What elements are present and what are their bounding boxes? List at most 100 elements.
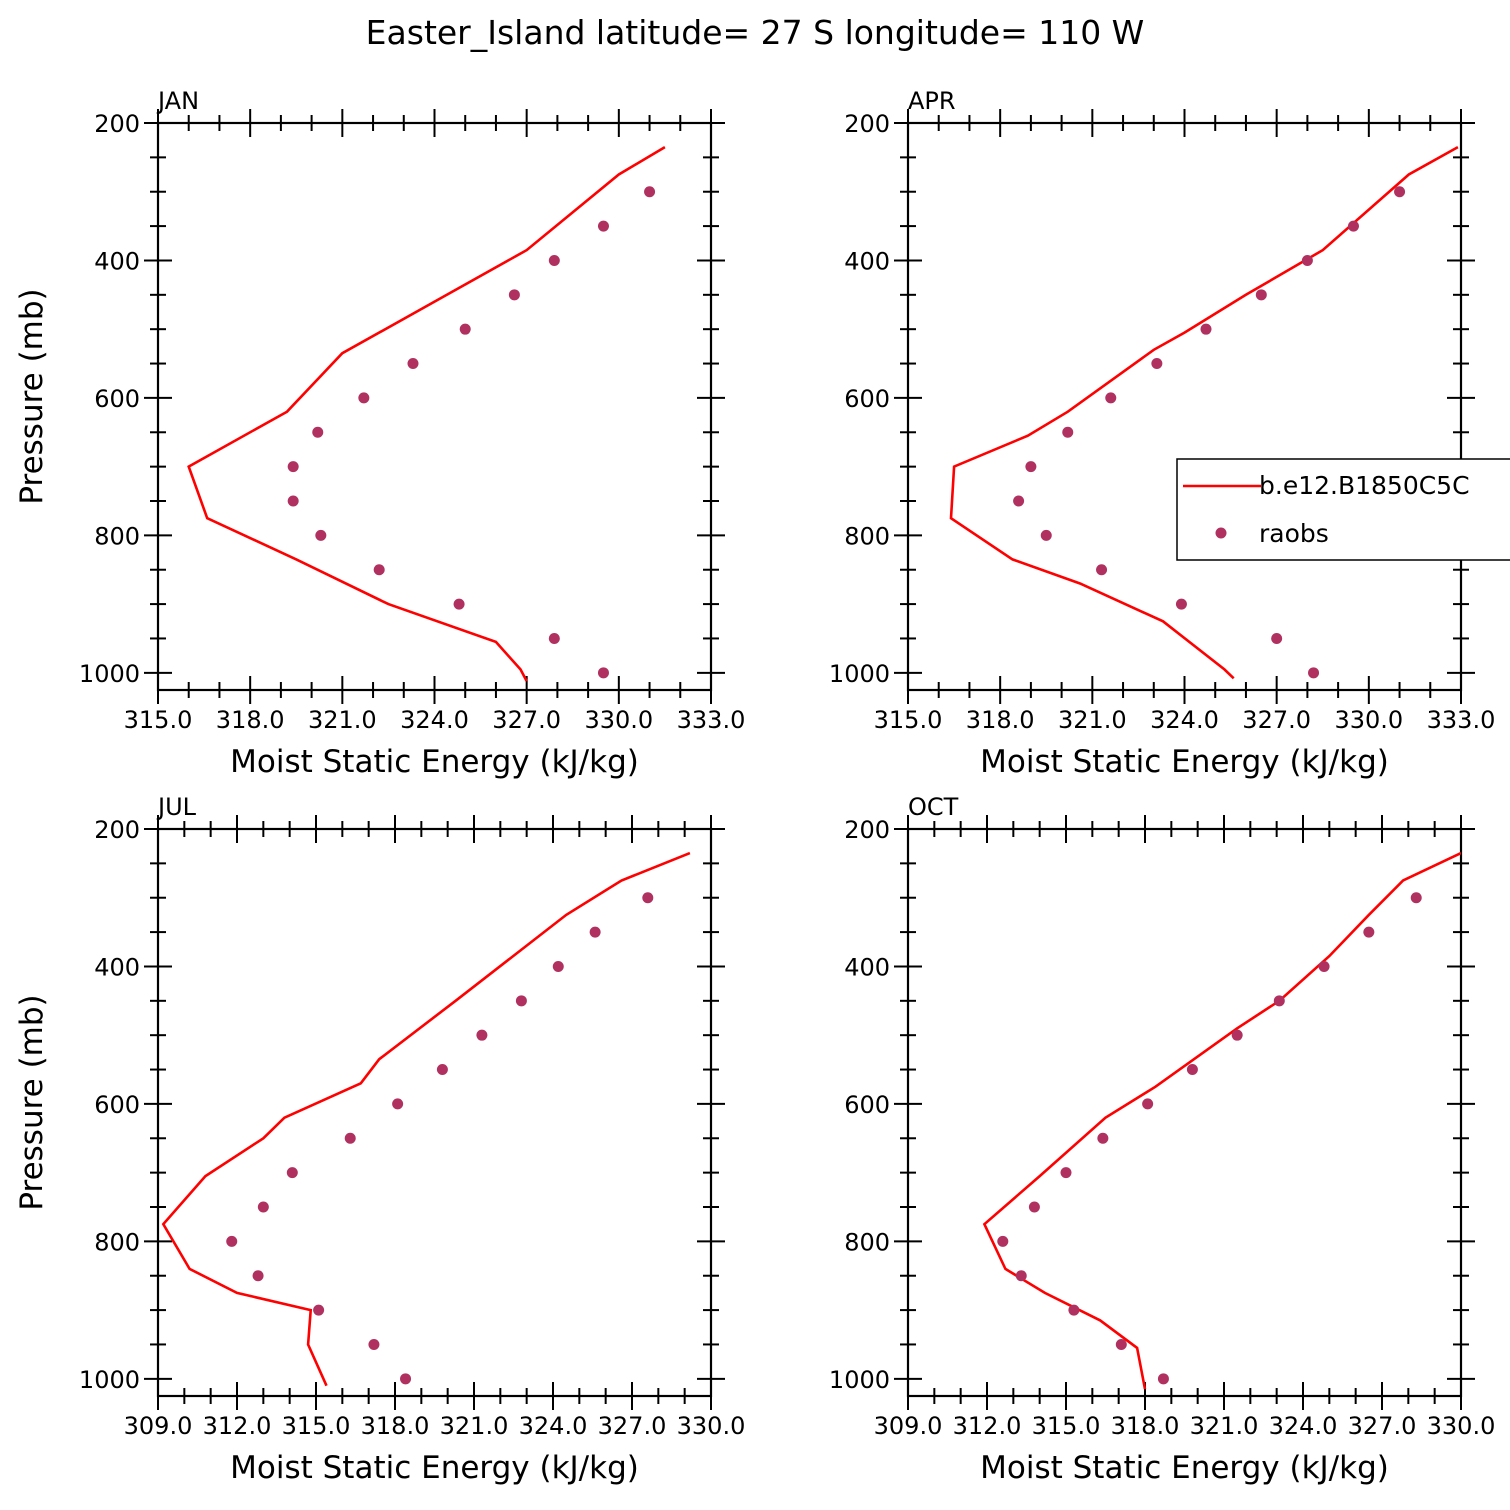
raobs-point: [548, 632, 560, 644]
series-line-model: [949, 145, 1459, 680]
x-ticks: 315.0 318.0 321.0 324.0 327.0 330.0 333.0: [874, 109, 1496, 734]
x-tick-label: 330.0: [677, 1412, 746, 1440]
raobs-point: [1105, 392, 1117, 404]
raobs-point: [508, 289, 520, 301]
x-tick-label: 315.0: [282, 1412, 351, 1440]
raobs-point: [313, 1304, 325, 1316]
y-ticks: 200 400 600 800 1000: [829, 816, 1475, 1394]
panels: 200 400 600 800 1000 315.0 318.0 321.0 324.0 327.…: [14, 87, 1495, 1486]
raobs-point: [1363, 926, 1375, 938]
raobs-point: [1040, 529, 1052, 541]
raobs-point: [1013, 495, 1025, 507]
plot-frame: [906, 827, 1463, 1398]
y-tick-label: 800: [844, 522, 890, 550]
x-ticks: 309.0 312.0 315.0 318.0 321.0 324.0 327.0 330.0: [874, 815, 1495, 1440]
x-tick-label: 327.0: [492, 706, 561, 734]
raobs-point: [1151, 358, 1163, 370]
y-ticks: 200 400 600 800 1000: [79, 110, 725, 688]
raobs-point: [515, 995, 527, 1007]
raobs-point: [1097, 1132, 1109, 1144]
x-tick-label: 327.0: [1348, 1412, 1417, 1440]
y-tick-label: 200: [844, 110, 890, 138]
y-ticks: 200 400 600 800 1000: [829, 110, 1475, 688]
y-tick-label: 1000: [79, 1366, 140, 1394]
y-tick-label: 400: [844, 953, 890, 981]
series-points-raobs: [997, 892, 1422, 1385]
y-tick-label: 1000: [829, 660, 890, 688]
raobs-point: [589, 926, 601, 938]
series-points-raobs: [1013, 186, 1406, 679]
y-tick-label: 1000: [829, 1366, 890, 1394]
series-points-raobs: [226, 892, 654, 1385]
x-tick-label: 315.0: [124, 706, 193, 734]
raobs-point: [1175, 598, 1187, 610]
raobs-point: [287, 461, 299, 473]
raobs-point: [476, 1029, 488, 1041]
panel-jan: 200 400 600 800 1000 315.0 318.0 321.0 324.0 327.…: [14, 87, 745, 780]
x-tick-label: 324.0: [400, 706, 469, 734]
raobs-point: [997, 1235, 1009, 1247]
raobs-point: [642, 892, 654, 904]
raobs-point: [1115, 1338, 1127, 1350]
panel-label: OCT: [908, 793, 959, 821]
legend-label-raobs: raobs: [1259, 519, 1329, 548]
y-tick-label: 600: [844, 1091, 890, 1119]
panel-jul: 200 400 600 800 1000 309.0 312.0 315.0 318.0 321.…: [14, 793, 745, 1486]
x-tick-label: 327.0: [1242, 706, 1311, 734]
x-ticks: 315.0 318.0 321.0 324.0 327.0 330.0 333.0: [124, 109, 745, 734]
legend-box: [1176, 458, 1510, 561]
raobs-point: [287, 495, 299, 507]
legend: b.e12.B1850C5C raobs: [1176, 458, 1510, 561]
raobs-point: [1394, 186, 1406, 198]
raobs-point: [1068, 1304, 1080, 1316]
y-tick-label: 200: [94, 110, 140, 138]
panel-label: JUL: [156, 793, 197, 821]
y-tick-label: 200: [94, 816, 140, 844]
y-tick-label: 1000: [79, 660, 140, 688]
x-axis-label: Moist Static Energy (kJ/kg): [230, 744, 639, 780]
raobs-point: [548, 254, 560, 266]
y-axis-label: Pressure (mb): [14, 994, 50, 1210]
raobs-point: [368, 1338, 380, 1350]
y-tick-label: 600: [844, 385, 890, 413]
series-line-model: [187, 145, 666, 682]
raobs-point: [1062, 426, 1074, 438]
raobs-point: [1347, 220, 1359, 232]
raobs-point: [1186, 1064, 1198, 1076]
x-tick-label: 312.0: [953, 1412, 1022, 1440]
raobs-point: [392, 1098, 404, 1110]
raobs-point: [1142, 1098, 1154, 1110]
raobs-point: [1025, 461, 1037, 473]
y-tick-label: 800: [94, 1228, 140, 1256]
raobs-point: [1271, 632, 1283, 644]
x-axis-label: Moist Static Energy (kJ/kg): [230, 1450, 639, 1486]
plot-frame: [156, 121, 713, 692]
raobs-point: [436, 1064, 448, 1076]
raobs-point: [1231, 1029, 1243, 1041]
series-line-model: [982, 851, 1461, 1390]
x-ticks: 309.0 312.0 315.0 318.0 321.0 324.0 327.0 330.0: [124, 815, 746, 1440]
x-tick-label: 333.0: [1427, 706, 1496, 734]
y-tick-label: 800: [94, 522, 140, 550]
raobs-point: [315, 529, 327, 541]
panel-oct: 200 400 600 800 1000 309.0 312.0 315.0 318.0 321.…: [829, 793, 1495, 1486]
raobs-point: [1410, 892, 1422, 904]
figure-title: Easter_Island latitude= 27 S longitude= …: [366, 13, 1145, 52]
plot-frame: [156, 827, 713, 1398]
x-tick-label: 330.0: [1334, 706, 1403, 734]
raobs-point: [1255, 289, 1267, 301]
x-tick-label: 318.0: [361, 1412, 430, 1440]
raobs-point: [286, 1167, 298, 1179]
raobs-point: [453, 598, 465, 610]
y-tick-label: 600: [94, 1091, 140, 1119]
y-axis-label: Pressure (mb): [14, 288, 50, 504]
x-tick-label: 324.0: [1269, 1412, 1338, 1440]
series-line-model: [161, 851, 691, 1387]
raobs-point: [312, 426, 324, 438]
raobs-point: [1028, 1201, 1040, 1213]
panel-label: APR: [908, 87, 956, 115]
y-tick-label: 400: [844, 247, 890, 275]
series-points-raobs: [287, 186, 656, 679]
legend-label-model: b.e12.B1850C5C: [1259, 471, 1470, 500]
x-tick-label: 321.0: [1190, 1412, 1259, 1440]
